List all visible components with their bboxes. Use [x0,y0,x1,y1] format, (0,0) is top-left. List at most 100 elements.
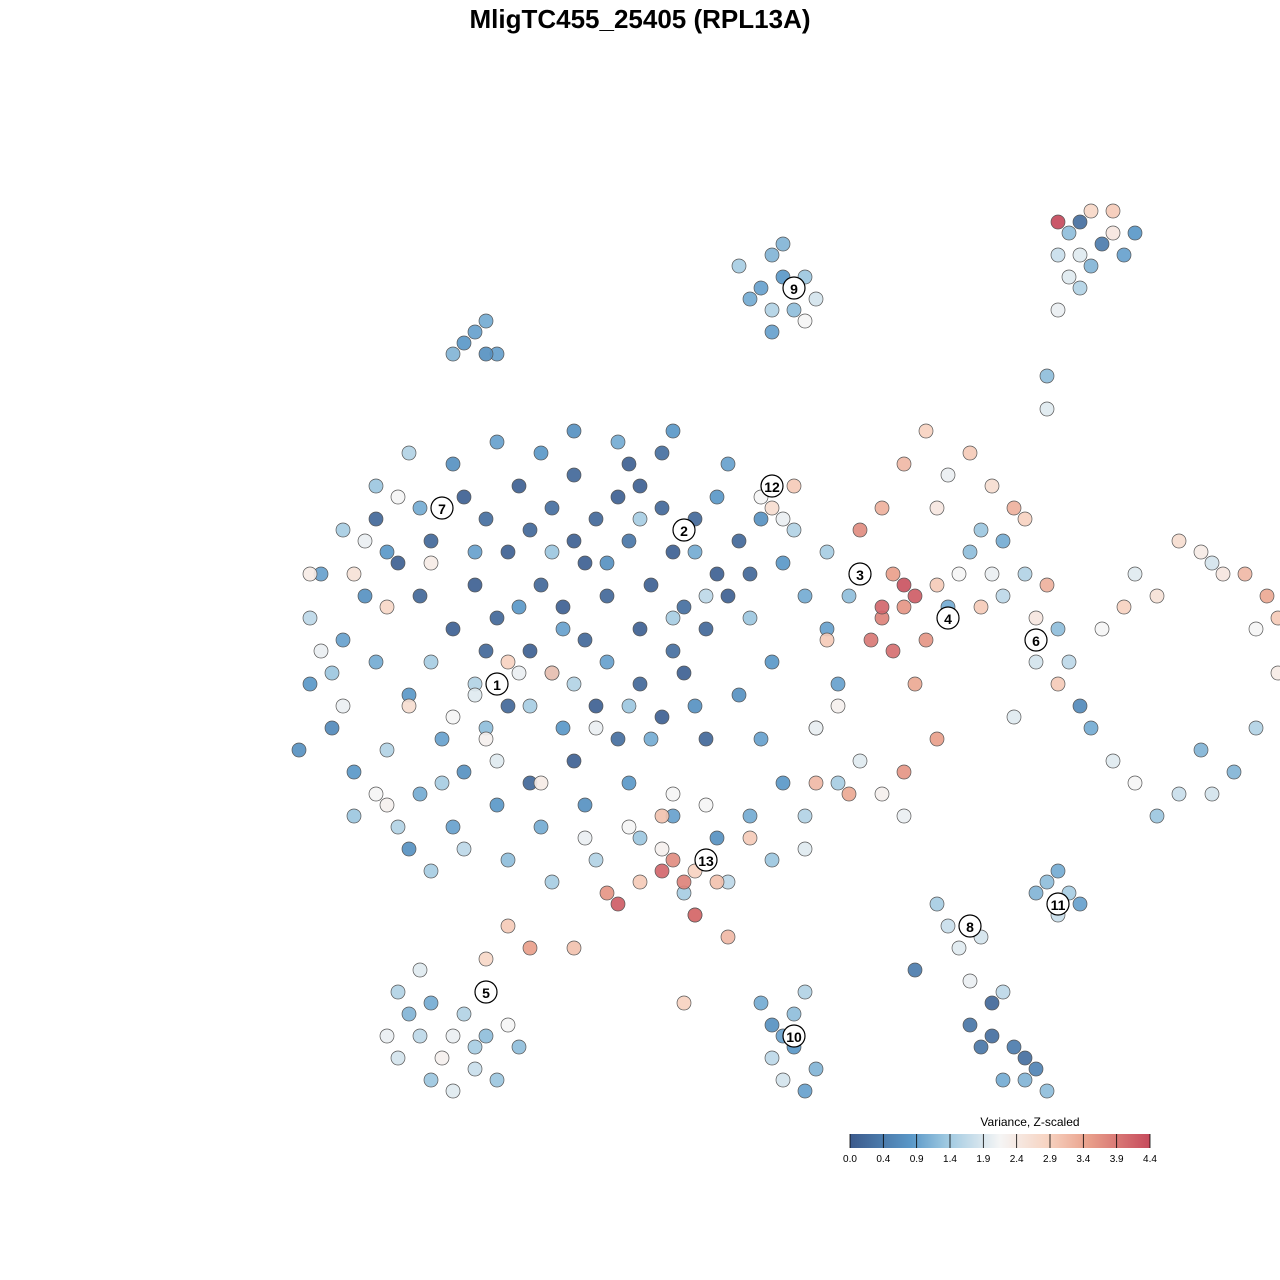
data-point [621,819,637,835]
data-point [401,1006,417,1022]
data-point [346,808,362,824]
data-point [412,500,428,516]
data-point [808,720,824,736]
data-point [830,775,846,791]
data-point [632,676,648,692]
data-point [577,555,593,571]
cluster-label-3: 3 [848,562,872,586]
data-point [423,995,439,1011]
data-point [346,566,362,582]
data-point [665,544,681,560]
cluster-number: 13 [698,853,714,869]
data-point [566,676,582,692]
cluster-label-10: 10 [782,1024,806,1048]
cluster-label-9: 9 [782,276,806,300]
data-point [324,720,340,736]
data-point [489,753,505,769]
data-point [1149,588,1165,604]
data-point [1127,566,1143,582]
data-point [720,929,736,945]
data-point [467,1039,483,1055]
data-point [654,445,670,461]
data-point [390,984,406,1000]
cluster-number: 12 [764,479,780,495]
data-point [500,698,516,714]
data-point [1116,599,1132,615]
data-point [313,643,329,659]
cluster-marker [1024,628,1048,652]
data-point [973,1039,989,1055]
data-point [676,665,692,681]
data-point [1039,874,1055,890]
data-point [962,445,978,461]
data-point [1050,302,1066,318]
data-point [951,566,967,582]
data-point [1270,665,1280,681]
legend-tick-label: 1.4 [943,1154,957,1165]
cluster-marker [848,562,872,586]
data-point [797,984,813,1000]
data-point [753,511,769,527]
data-point [753,995,769,1011]
data-point [1105,203,1121,219]
data-point [731,258,747,274]
data-point [654,841,670,857]
data-point [665,852,681,868]
cluster-number: 3 [856,567,864,583]
data-point [1226,764,1242,780]
data-point [1094,621,1110,637]
cluster-number: 5 [482,985,490,1001]
data-point [764,654,780,670]
cluster-marker [485,672,509,696]
data-point [731,687,747,703]
data-point [599,885,615,901]
data-point [995,1072,1011,1088]
data-point [1116,247,1132,263]
data-point [445,621,461,637]
data-point [445,346,461,362]
legend-tick-label: 3.4 [1076,1154,1090,1165]
data-point [555,621,571,637]
data-point [357,533,373,549]
data-point [434,1050,450,1066]
data-point [1072,247,1088,263]
cluster-number: 8 [966,919,974,935]
data-point [1083,203,1099,219]
data-point [720,588,736,604]
cluster-number: 2 [680,523,688,539]
data-point [632,621,648,637]
data-point [533,577,549,593]
data-point [500,654,516,670]
data-point [742,808,758,824]
legend-tick-label: 0.4 [876,1154,890,1165]
data-point [1006,1039,1022,1055]
data-point [1061,225,1077,241]
data-point [1028,610,1044,626]
data-point [588,511,604,527]
data-point [577,797,593,813]
data-point [687,698,703,714]
cluster-marker [760,474,784,498]
data-point [797,841,813,857]
data-point [511,665,527,681]
cluster-number: 6 [1032,633,1040,649]
data-point [764,247,780,263]
data-point [577,830,593,846]
data-point [1006,709,1022,725]
data-point [962,1017,978,1033]
cluster-number: 1 [493,677,501,693]
data-point [390,489,406,505]
data-point [511,478,527,494]
data-point [544,500,560,516]
data-point [896,764,912,780]
data-point [1105,753,1121,769]
data-point [489,434,505,450]
data-point [555,720,571,736]
legend-tick-label: 0.0 [843,1154,857,1165]
data-point [401,841,417,857]
data-point [984,995,1000,1011]
data-point [786,522,802,538]
data-point [610,489,626,505]
data-point [434,775,450,791]
legend-color-bar [850,1134,1150,1148]
